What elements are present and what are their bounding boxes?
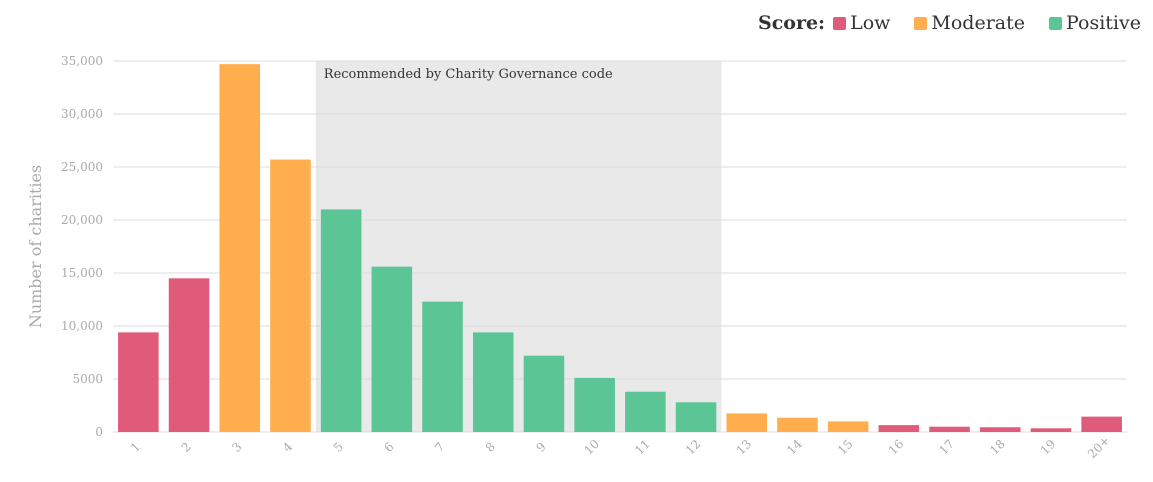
x-tick-label: 4 bbox=[280, 439, 296, 455]
x-tick-label: 9 bbox=[533, 440, 548, 455]
bar-8[interactable] bbox=[472, 332, 514, 432]
x-tick-label: 19 bbox=[1038, 437, 1059, 458]
x-tick-label: 14 bbox=[784, 437, 805, 458]
bar-15[interactable] bbox=[827, 421, 869, 432]
bar-20+[interactable] bbox=[1081, 416, 1122, 432]
bar-11[interactable] bbox=[625, 391, 666, 432]
x-tick-label: 18 bbox=[987, 437, 1008, 458]
x-tick-label: 3 bbox=[229, 440, 244, 455]
x-tick-label: 16 bbox=[886, 437, 907, 458]
legend-title: Score: bbox=[758, 12, 826, 34]
legend-swatch-positive bbox=[1049, 16, 1062, 30]
legend-item-low[interactable]: Low bbox=[833, 12, 890, 34]
x-tick-label: 11 bbox=[632, 437, 653, 458]
bar-3[interactable] bbox=[219, 64, 261, 433]
x-tick-label: 8 bbox=[483, 440, 498, 455]
bar-9[interactable] bbox=[523, 355, 565, 432]
y-tick-label: 0 bbox=[95, 425, 103, 439]
bar-18[interactable] bbox=[979, 427, 1021, 432]
bar-6[interactable] bbox=[371, 266, 413, 432]
legend: Score: Low Moderate Positive bbox=[758, 10, 1141, 36]
y-tick-label: 5000 bbox=[72, 372, 103, 386]
x-tick-label: 1 bbox=[128, 440, 143, 455]
bar-10[interactable] bbox=[574, 377, 615, 432]
y-tick-label: 10,000 bbox=[61, 319, 103, 333]
y-tick-label: 30,000 bbox=[61, 107, 103, 121]
recommended-band-label: Recommended by Charity Governance code bbox=[324, 67, 613, 82]
y-tick-label: 15,000 bbox=[61, 266, 103, 280]
legend-item-positive[interactable]: Positive bbox=[1049, 12, 1141, 34]
legend-label-low: Low bbox=[850, 12, 891, 34]
bar-14[interactable] bbox=[777, 417, 818, 432]
y-tick-label: 25,000 bbox=[61, 160, 103, 174]
bar-13[interactable] bbox=[726, 413, 768, 432]
legend-label-moderate: Moderate bbox=[931, 12, 1025, 34]
x-tick-label: 13 bbox=[734, 437, 755, 458]
bar-7[interactable] bbox=[422, 301, 463, 432]
bars bbox=[118, 64, 1122, 433]
x-tick-label: 15 bbox=[835, 437, 856, 458]
x-tick-label: 20+ bbox=[1085, 433, 1113, 461]
x-tick-label: 12 bbox=[683, 437, 704, 458]
bar-1[interactable] bbox=[118, 332, 159, 432]
bar-12[interactable] bbox=[675, 402, 717, 432]
bar-2[interactable] bbox=[168, 278, 210, 432]
bar-19[interactable] bbox=[1030, 428, 1072, 432]
bar-17[interactable] bbox=[929, 426, 970, 432]
x-tick-label: 6 bbox=[381, 440, 396, 455]
y-tick-label: 20,000 bbox=[61, 213, 103, 227]
legend-label-positive: Positive bbox=[1066, 12, 1141, 34]
x-axis-ticks: 1 2 3 4 5 6 7 8 9 10 11 12 13 14 15 16 17 18 19 20+ bbox=[128, 433, 1113, 461]
y-tick-label: 35,000 bbox=[61, 54, 103, 68]
bar-5[interactable] bbox=[320, 209, 362, 432]
x-tick-label: 7 bbox=[432, 440, 447, 455]
bar-4[interactable] bbox=[270, 159, 311, 432]
x-tick-label: 17 bbox=[936, 437, 957, 458]
x-tick-label: 5 bbox=[331, 440, 346, 455]
legend-swatch-moderate bbox=[914, 16, 928, 30]
legend-item-moderate[interactable]: Moderate bbox=[914, 12, 1025, 34]
x-tick-label: 10 bbox=[581, 437, 602, 458]
x-tick-label: 2 bbox=[179, 440, 194, 455]
legend-swatch-low bbox=[833, 16, 847, 30]
bar-16[interactable] bbox=[878, 425, 920, 432]
y-axis-title: Number of charities bbox=[26, 165, 45, 328]
y-axis-ticks: 0 5000 10,000 15,000 20,000 25,000 30,000 35,00… bbox=[61, 54, 103, 439]
